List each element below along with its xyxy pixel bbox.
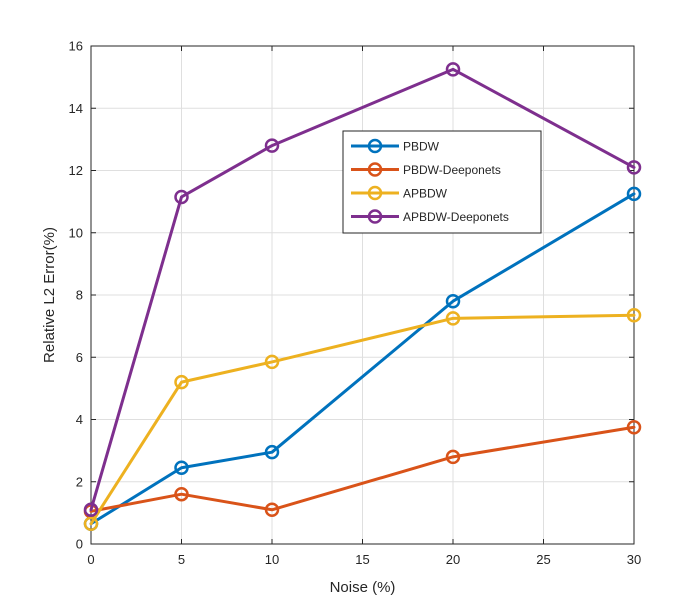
- data-point: [445, 311, 461, 326]
- data-point: [174, 374, 189, 390]
- data-point: [264, 444, 280, 460]
- legend-label: APBDW-Deeponets: [403, 210, 509, 224]
- series-apbdw-deeponets: [83, 62, 642, 518]
- series-apbdw: [83, 307, 642, 532]
- x-tick-label: 20: [446, 552, 460, 567]
- data-point: [445, 293, 461, 309]
- series-group: [83, 62, 642, 532]
- x-tick-label: 25: [536, 552, 550, 567]
- series-line: [89, 425, 636, 513]
- data-point: [626, 160, 642, 175]
- x-tick-label: 5: [178, 552, 185, 567]
- y-tick-label: 10: [69, 225, 83, 240]
- legend-marker: [367, 162, 383, 177]
- y-tick-label: 16: [69, 39, 83, 54]
- legend-label: APBDW: [403, 187, 448, 201]
- legend-item: PBDW-Deeponets: [351, 162, 501, 177]
- legend-item: APBDW-Deeponets: [351, 209, 509, 224]
- data-point: [264, 502, 280, 518]
- x-tick-label: 30: [627, 552, 641, 567]
- legend-label: PBDW-Deeponets: [403, 163, 501, 177]
- data-point: [174, 486, 189, 502]
- legend-label: PBDW: [403, 140, 440, 154]
- data-point: [264, 354, 280, 370]
- y-axis-title: Relative L2 Error(%): [41, 227, 58, 363]
- data-point: [626, 307, 642, 323]
- series-line: [89, 67, 636, 512]
- data-point: [626, 420, 642, 435]
- y-tick-label: 6: [76, 350, 83, 365]
- y-tick-label: 0: [76, 537, 83, 552]
- x-tick-label: 10: [265, 552, 279, 567]
- data-point: [83, 516, 99, 532]
- legend: PBDW PBDW-Deeponets APBDW APBDW-Deeponets: [342, 130, 542, 234]
- data-point: [83, 502, 99, 518]
- legend-item: PBDW: [351, 138, 440, 154]
- y-tick-label: 14: [69, 101, 83, 116]
- y-tick-label: 12: [69, 163, 83, 178]
- legend-marker: [367, 138, 383, 154]
- data-point: [445, 449, 461, 465]
- data-point: [174, 460, 189, 475]
- x-axis-title: Noise (%): [330, 579, 396, 596]
- legend-marker: [367, 209, 383, 224]
- data-point: [174, 189, 189, 205]
- series-pbdw-deeponets: [83, 420, 642, 519]
- x-tick-label: 0: [87, 552, 94, 567]
- y-tick-label: 8: [76, 288, 83, 303]
- x-tick-label: 15: [355, 552, 369, 567]
- y-tick-label: 4: [76, 412, 83, 427]
- series-line: [89, 192, 636, 526]
- data-point: [626, 186, 642, 202]
- series-line: [89, 313, 636, 526]
- data-point: [264, 138, 280, 153]
- legend-item: APBDW: [351, 185, 448, 201]
- ticks: 0 5 10 15 20 25 30 0 2 4 6 8 10 12 14 16: [69, 39, 642, 568]
- legend-marker: [367, 185, 383, 201]
- data-point: [445, 62, 461, 77]
- y-tick-label: 2: [76, 474, 83, 489]
